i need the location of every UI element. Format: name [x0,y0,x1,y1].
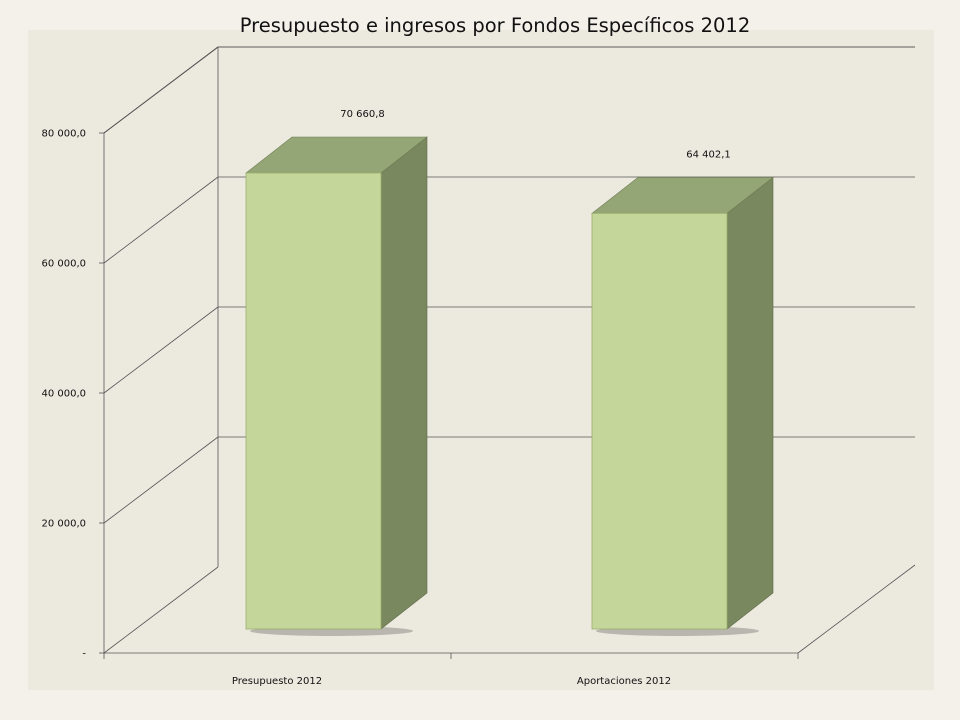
bar-side-face [726,176,774,630]
bar-side-face [380,136,428,630]
bar [245,172,382,630]
data-label: 64 402,1 [686,149,731,160]
y-tick-label: - [82,649,86,660]
y-tick-label: 40 000,0 [41,389,86,400]
side-wall-gridline [103,306,219,394]
chart-title: Presupuesto e ingresos por Fondos Especí… [239,14,751,37]
side-wall-gridline [103,566,219,654]
x-tick-label: Aportaciones 2012 [577,676,671,687]
floor-right-edge [797,564,916,654]
side-wall-upper-diagonal [103,46,219,134]
bar [591,212,728,630]
y-tick-label: 20 000,0 [41,519,86,530]
plot-panel [28,30,934,690]
y-tick-label: 60 000,0 [41,259,86,270]
y-tick-label: 80 000,0 [41,129,86,140]
data-label: 70 660,8 [340,109,385,120]
side-wall-gridline [103,436,219,524]
x-tick-label: Presupuesto 2012 [232,676,322,687]
side-wall-gridline [103,176,219,264]
